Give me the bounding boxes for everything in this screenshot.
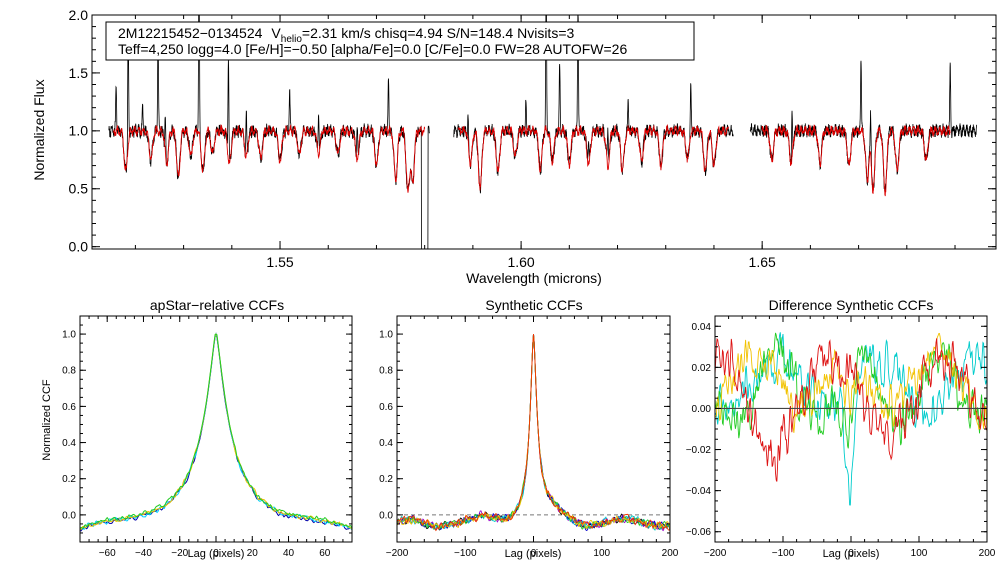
info-v: V <box>271 25 281 41</box>
apstar-ccf-xtick-label: −40 <box>135 548 152 559</box>
synthetic-ccf-visit-7 <box>396 334 671 532</box>
synthetic-ccf-lines <box>396 334 671 532</box>
difference-ccf-ticks: −200 −100 0 100 200 −0.06 −0.04 −0.02 0.00 0.02 0.… <box>686 315 996 559</box>
synthetic-ccf-xlabel: Lag (pixels) <box>505 548 562 560</box>
difference-ccf-ytick-label: −0.06 <box>686 527 712 538</box>
info-v-subscript: helio <box>281 34 303 45</box>
difference-ccf-xtick-label: 200 <box>979 548 996 559</box>
difference-ccf-lines <box>714 332 988 506</box>
model-spectrum-chip-1 <box>113 124 426 193</box>
synthetic-ccf-xtick-label: −100 <box>454 548 477 559</box>
synthetic-ccf-xtick-label: −200 <box>386 548 409 559</box>
apstar-ccf-xlabel: Lag (pixels) <box>188 548 245 560</box>
synthetic-ccf-ytick-label: 0.8 <box>379 366 393 377</box>
apstar-ccf-ytick-label: 0.8 <box>62 366 76 377</box>
synthetic-ccf-ytick-label: 1.0 <box>379 330 393 341</box>
spectrum-xtick-label: 1.60 <box>507 254 534 270</box>
apstar-ccf-visit-4 <box>79 333 353 530</box>
apstar-ccf-ytick-label: 0.0 <box>62 510 76 521</box>
difference-ccf-ytick-label: −0.04 <box>686 486 712 497</box>
difference-ccf-ytick-label: 0.02 <box>692 363 712 374</box>
synthetic-ccf-ytick-label: 0.0 <box>379 510 393 521</box>
spectrum-xlabel: Wavelength (microns) <box>466 270 602 286</box>
apstar-ccf-ytick-label: 1.0 <box>62 330 76 341</box>
difference-ccf-xtick-label: 100 <box>911 548 928 559</box>
synthetic-ccf-ytick-label: 0.6 <box>379 402 393 413</box>
difference-ccf-panel: Difference Synthetic CCFs −200 −100 0 100 20… <box>686 297 996 560</box>
spectrum-ytick-label: 2.0 <box>69 7 89 23</box>
spectrum-lines <box>108 14 978 250</box>
spectrum-panel: 1.55 1.60 1.65 0.0 0.5 1.0 1.5 2.0 2M12215452−0… <box>31 7 997 286</box>
spectrum-ytick-label: 0.5 <box>69 181 89 197</box>
apstar-ccf-xtick-label: −20 <box>171 548 188 559</box>
apstar-ccf-ytick-label: 0.2 <box>62 474 76 485</box>
difference-ccf-xtick-label: −100 <box>772 548 795 559</box>
apstar-ccf-lines <box>79 332 353 532</box>
apstar-ccf-panel: apStar−relative CCFs −60 −40 −20 0 20 40 60 0.0… <box>41 297 353 560</box>
difference-ccf-visit-4 <box>714 337 988 482</box>
info-line-1: 2M12215452−0134524 Vhelio=2.31 km/s chisq… <box>118 25 574 45</box>
synthetic-ccf-ytick-label: 0.4 <box>379 438 393 449</box>
synthetic-ccf-panel: Synthetic CCFs −200 −100 0 100 200 0.0 0.2 0.4 0… <box>379 297 679 560</box>
difference-ccf-ytick-label: −0.02 <box>686 445 712 456</box>
difference-ccf-xtick-label: 0 <box>848 548 854 559</box>
info-stats: =2.31 km/s chisq=4.94 S/N=148.4 Nvisits=… <box>302 25 575 41</box>
spectrum-info-box <box>105 21 695 61</box>
model-spectrum-chip-2 <box>457 123 729 191</box>
apstar-ccf-ytick-label: 0.6 <box>62 402 76 413</box>
apstar-ccf-ticks: −60 −40 −20 0 20 40 60 0.0 0.2 0.4 0.6 0.8 1.0 <box>62 315 353 559</box>
apstar-ccf-xtick-label: −60 <box>99 548 116 559</box>
apstar-ccf-xtick-label: 40 <box>283 548 295 559</box>
apstar-ccf-xtick-label: 0 <box>213 548 219 559</box>
spectrum-ytick-label: 0.0 <box>69 239 89 255</box>
difference-ccf-xtick-label: −200 <box>704 548 727 559</box>
synthetic-ccf-ytick-label: 0.2 <box>379 474 393 485</box>
difference-ccf-title: Difference Synthetic CCFs <box>769 297 934 313</box>
spectrum-ticks: 1.55 1.60 1.65 0.0 0.5 1.0 1.5 2.0 <box>69 7 996 270</box>
spectrum-axes-frame <box>91 14 997 250</box>
spectrum-ylabel: Normalized Flux <box>31 79 47 180</box>
difference-ccf-visit-2 <box>714 332 988 449</box>
synthetic-ccf-xtick-label: 200 <box>662 548 679 559</box>
difference-ccf-xlabel: Lag (pixels) <box>823 548 880 560</box>
model-spectrum-chip-3 <box>761 124 951 197</box>
synthetic-ccf-xtick-label: 0 <box>531 548 537 559</box>
apstar-ccf-ylabel: Normalized CCF <box>41 379 53 461</box>
spectrum-xtick-label: 1.65 <box>749 254 776 270</box>
apstar-ccf-ytick-label: 0.4 <box>62 438 76 449</box>
spectrum-ytick-label: 1.5 <box>69 65 89 81</box>
synthetic-ccf-title: Synthetic CCFs <box>485 297 582 313</box>
info-line-2: Teff=4,250 logg=4.0 [Fe/H]=−0.50 [alpha/… <box>118 41 627 57</box>
apstar-ccf-xtick-label: 60 <box>319 548 331 559</box>
difference-ccf-ytick-label: 0.00 <box>692 404 712 415</box>
difference-ccf-ytick-label: 0.04 <box>692 322 712 333</box>
apstar-ccf-title: apStar−relative CCFs <box>150 297 284 313</box>
info-star-id: 2M12215452−0134524 <box>118 25 263 41</box>
apstar-ccf-xtick-label: 20 <box>247 548 259 559</box>
spectrum-xtick-label: 1.55 <box>266 254 293 270</box>
spectrum-ytick-label: 1.0 <box>69 123 89 139</box>
synthetic-ccf-xtick-label: 100 <box>593 548 610 559</box>
synthetic-ccf-ticks: −200 −100 0 100 200 0.0 0.2 0.4 0.6 0.8 1.0 <box>379 315 679 559</box>
